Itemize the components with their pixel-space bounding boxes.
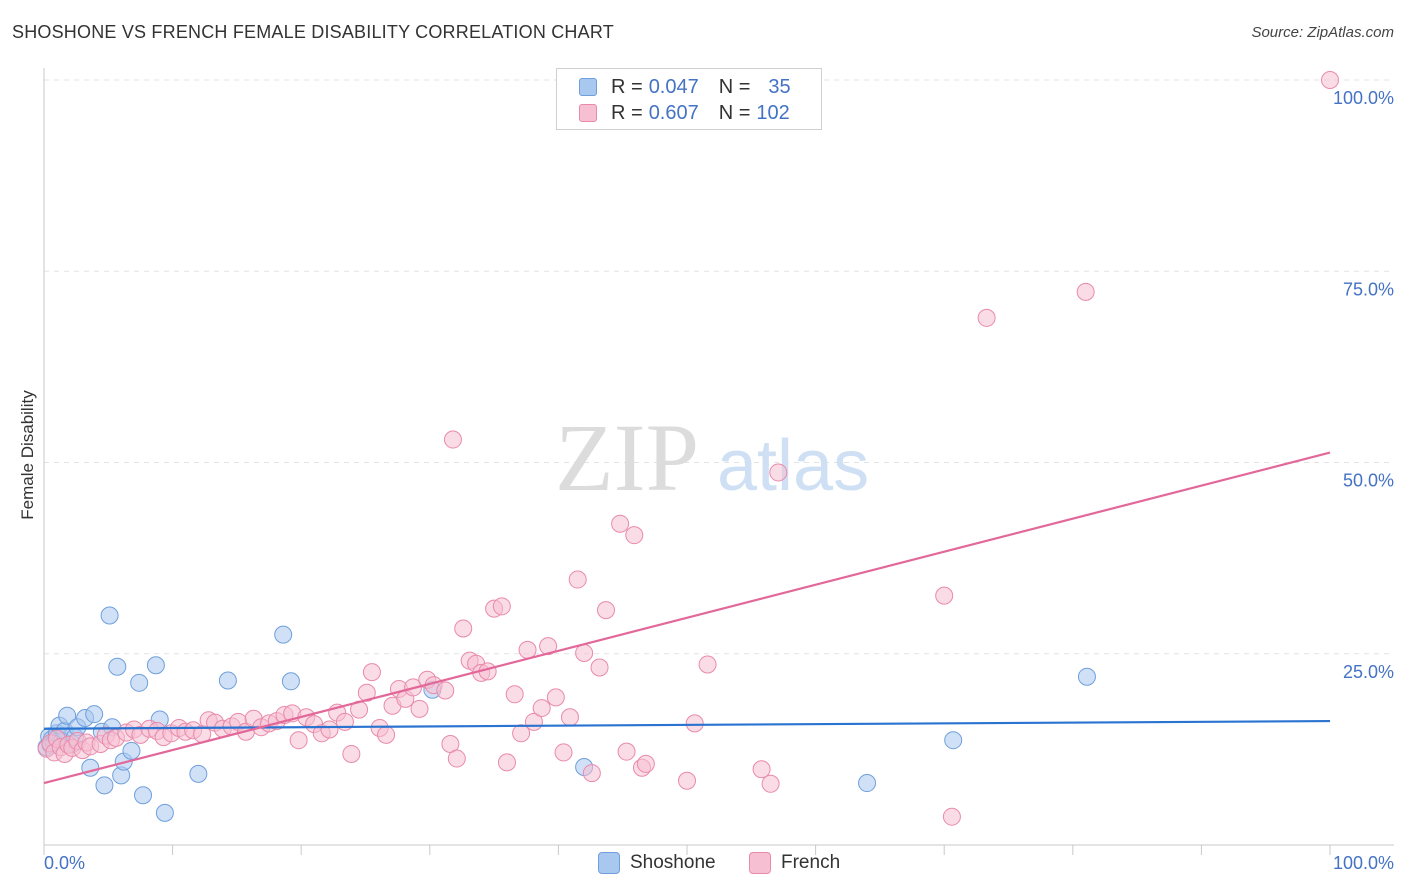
source-label: Source: ZipAtlas.com bbox=[1251, 24, 1394, 41]
shoshone-point-17 bbox=[95, 776, 114, 795]
french-point-88 bbox=[636, 754, 655, 773]
french-point-94 bbox=[761, 774, 780, 793]
french-point-90 bbox=[678, 771, 696, 790]
y-tick-label-3: 25.0% bbox=[1343, 662, 1394, 682]
french-point-91 bbox=[685, 714, 704, 733]
shoshone-point-31 bbox=[274, 625, 293, 644]
legend-item-french[interactable]: French bbox=[749, 852, 840, 874]
french-point-81 bbox=[582, 764, 601, 783]
legend-item-shoshone[interactable]: Shoshone bbox=[598, 852, 716, 874]
french-point-70 bbox=[505, 685, 524, 704]
y-tick-label-0: 100.0% bbox=[1333, 88, 1394, 108]
shoshone-point-29 bbox=[189, 764, 208, 783]
french-point-68 bbox=[492, 597, 511, 616]
french-point-82 bbox=[590, 658, 609, 677]
french-point-43 bbox=[320, 720, 339, 739]
y-tick-labels: 100.0% 75.0% 50.0% 25.0% bbox=[1333, 88, 1394, 682]
french-point-48 bbox=[357, 683, 376, 702]
watermark: ZIP atlas bbox=[555, 404, 869, 511]
french-point-62 bbox=[454, 619, 473, 638]
axes bbox=[43, 68, 1394, 855]
french-point-89 bbox=[443, 430, 462, 449]
shoshone-point-30 bbox=[218, 671, 237, 690]
french-point-86 bbox=[625, 526, 644, 545]
french-point-93 bbox=[752, 760, 771, 779]
shoshone-point-9 bbox=[58, 706, 77, 725]
shoshone-point-20 bbox=[108, 657, 127, 676]
french-point-97 bbox=[942, 807, 961, 826]
french-point-92 bbox=[698, 655, 717, 674]
shoshone-r-value: 0.047 bbox=[648, 75, 699, 98]
french-point-80 bbox=[575, 643, 594, 662]
n-label: N = bbox=[718, 75, 751, 98]
french-swatch bbox=[579, 104, 597, 122]
french-point-72 bbox=[518, 640, 537, 659]
shoshone-point-15 bbox=[85, 705, 104, 724]
french-point-77 bbox=[554, 743, 573, 762]
shoshone-point-26 bbox=[146, 656, 165, 675]
n-label: N = bbox=[718, 101, 751, 124]
french-point-49 bbox=[362, 663, 381, 682]
x-tick-label-min: 0.0% bbox=[44, 853, 85, 873]
shoshone-point-18 bbox=[100, 606, 119, 625]
french-point-39 bbox=[289, 731, 308, 750]
shoshone-point-36 bbox=[944, 731, 963, 750]
french-point-100 bbox=[1321, 71, 1339, 89]
r-label: R = bbox=[611, 101, 643, 124]
french-point-85 bbox=[617, 742, 636, 761]
french-point-95 bbox=[769, 463, 788, 482]
french-point-83 bbox=[596, 601, 615, 620]
french-points bbox=[37, 71, 1339, 826]
french-point-76 bbox=[546, 688, 565, 707]
stats-row-shoshone: R = 0.047 N = 35 bbox=[579, 76, 791, 98]
gridlines bbox=[44, 79, 1394, 655]
french-point-56 bbox=[410, 699, 429, 718]
shoshone-point-23 bbox=[122, 741, 141, 760]
french-point-78 bbox=[560, 708, 579, 727]
watermark-zip: ZIP bbox=[555, 404, 699, 511]
french-point-69 bbox=[497, 753, 516, 772]
french-trend-line bbox=[43, 451, 1331, 785]
y-tick-label-2: 50.0% bbox=[1343, 471, 1394, 491]
french-point-46 bbox=[342, 744, 361, 763]
shoshone-point-25 bbox=[134, 786, 153, 805]
french-point-96 bbox=[935, 586, 954, 605]
french-point-99 bbox=[1076, 282, 1095, 301]
trend-lines bbox=[43, 451, 1331, 785]
french-point-84 bbox=[611, 514, 630, 533]
shoshone-swatch bbox=[579, 78, 597, 96]
shoshone-point-28 bbox=[155, 803, 174, 822]
french-point-51 bbox=[377, 725, 396, 744]
r-label: R = bbox=[611, 75, 643, 98]
correlation-stats-box: R = 0.047 N = 35 R = 0.607 N = 102 bbox=[556, 68, 822, 130]
legend-label-french: French bbox=[781, 852, 841, 873]
french-point-98 bbox=[977, 308, 996, 327]
french-point-61 bbox=[447, 749, 466, 768]
french-point-74 bbox=[532, 699, 551, 718]
shoshone-point-37 bbox=[1077, 667, 1096, 686]
y-tick-label-1: 75.0% bbox=[1343, 279, 1394, 299]
french-point-79 bbox=[568, 570, 587, 589]
legend-swatch-french bbox=[749, 852, 771, 874]
legend-swatch-shoshone bbox=[598, 852, 620, 874]
shoshone-point-35 bbox=[858, 774, 877, 793]
legend-label-shoshone: Shoshone bbox=[630, 852, 716, 873]
watermark-atlas: atlas bbox=[717, 426, 869, 506]
stats-row-french: R = 0.607 N = 102 bbox=[579, 102, 790, 124]
french-point-59 bbox=[436, 681, 455, 700]
shoshone-n-value: 35 bbox=[768, 75, 791, 98]
french-r-value: 0.607 bbox=[648, 101, 699, 124]
french-n-value: 102 bbox=[756, 101, 790, 124]
chart-title: SHOSHONE VS FRENCH FEMALE DISABILITY COR… bbox=[12, 22, 614, 42]
shoshone-point-24 bbox=[130, 673, 149, 692]
shoshone-point-32 bbox=[281, 672, 300, 691]
legend: Shoshone French bbox=[0, 852, 1406, 876]
x-tick-label-max: 100.0% bbox=[1333, 853, 1394, 873]
